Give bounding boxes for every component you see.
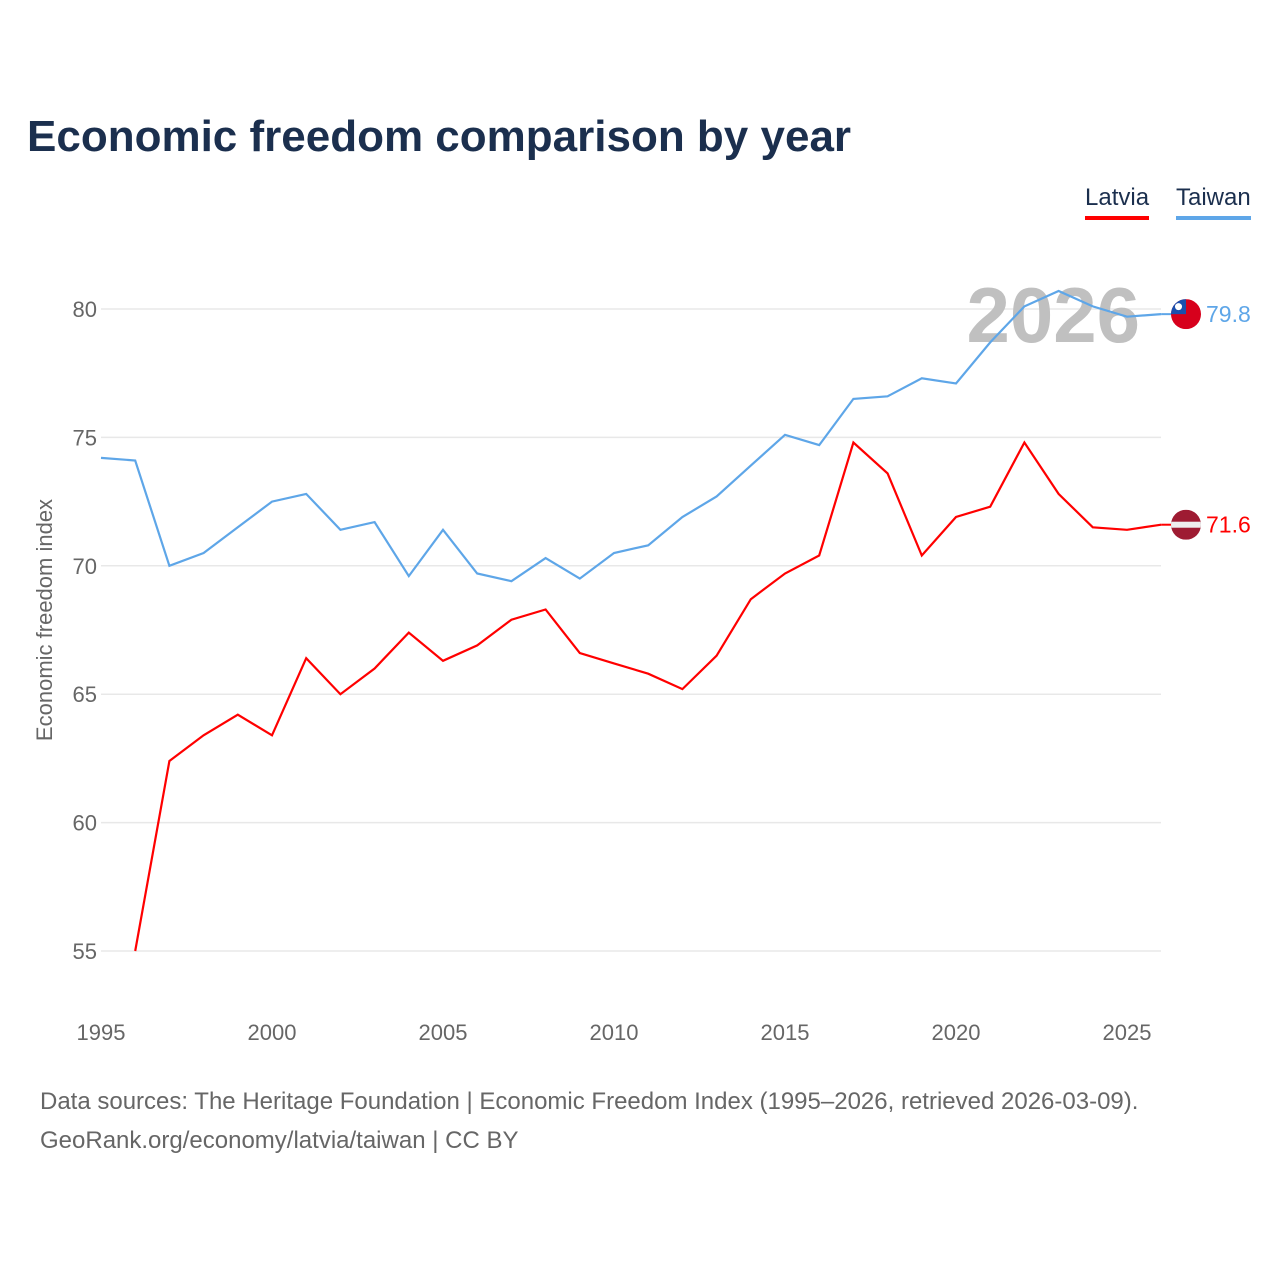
y-axis-label: Economic freedom index [32, 499, 57, 741]
y-tick-label: 55 [73, 939, 97, 964]
y-tick-label: 60 [73, 811, 97, 836]
series-line-taiwan [100, 289, 1162, 583]
legend-latvia[interactable]: Latvia [1085, 184, 1150, 220]
x-tick-label: 1995 [77, 1020, 126, 1045]
footer-sources: Data sources: The Heritage Foundation | … [40, 1088, 1139, 1115]
x-tick-label: 2000 [248, 1020, 297, 1045]
x-tick-label: 2015 [761, 1020, 810, 1045]
latvia-flag-icon [1171, 509, 1201, 540]
taiwan-flag-icon [1171, 299, 1201, 330]
x-tick-label: 2010 [590, 1020, 639, 1045]
footer-credit: GeoRank.org/economy/latvia/taiwan | CC B… [40, 1127, 519, 1154]
y-tick-label: 70 [73, 554, 97, 579]
year-watermark: 2026 [966, 271, 1140, 359]
x-tick-label: 2005 [419, 1020, 468, 1045]
y-tick-label: 65 [73, 682, 97, 707]
y-tick-label: 80 [73, 297, 97, 322]
y-tick-label: 75 [73, 425, 97, 450]
end-value-label-taiwan: 79.8 [1206, 301, 1251, 327]
legend-taiwan[interactable]: Taiwan [1176, 184, 1251, 220]
x-tick-label: 2020 [932, 1020, 981, 1045]
x-tick-label: 2025 [1103, 1020, 1152, 1045]
series-line-latvia [134, 440, 1162, 952]
chart-title: Economic freedom comparison by year [27, 112, 852, 161]
end-value-label-latvia: 71.6 [1206, 512, 1251, 538]
